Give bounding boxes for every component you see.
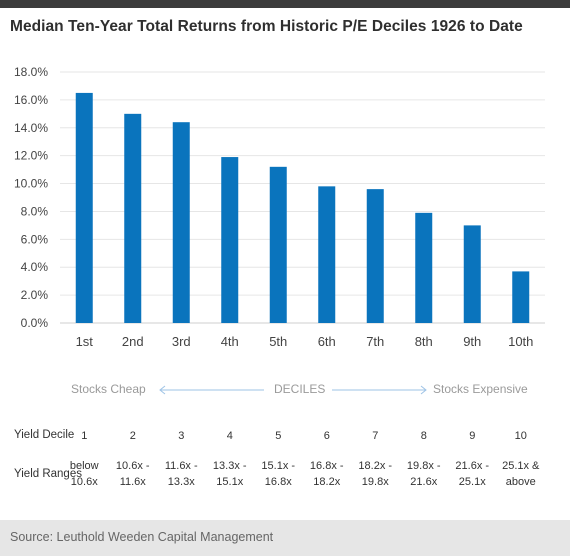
yield-range-line: 13.3x -: [212, 460, 247, 472]
yield-range-cell: 11.6x - 13.3x: [155, 458, 207, 490]
yield-decile-cell: 4: [226, 430, 233, 442]
bar-3rd: [172, 122, 190, 323]
yield-range-line: 16.8x -: [309, 460, 344, 472]
yield-range-line: 10.6x: [70, 476, 98, 488]
source-text: Source: Leuthold Weeden Capital Manageme…: [10, 530, 274, 544]
yield-range-cell: 10.6x - 11.6x: [107, 458, 159, 490]
bar-1st: [75, 92, 93, 324]
yield-decile-cell: 2: [129, 430, 136, 442]
x-tick-label: 8th: [415, 334, 433, 349]
y-tick-label: 2.0%: [21, 288, 49, 302]
right-arrow-icon: [332, 385, 427, 395]
yield-range-line: 18.2x: [313, 476, 341, 488]
chart-title: Median Ten-Year Total Returns from Histo…: [10, 18, 523, 35]
yield-decile-cell: 10: [514, 430, 527, 442]
yield-range-line: below: [69, 460, 99, 472]
bar-9th: [463, 225, 481, 323]
y-tick-label: 4.0%: [21, 260, 49, 274]
yield-range-cell: 21.6x - 25.1x: [446, 458, 498, 490]
y-tick-label: 0.0%: [21, 316, 49, 330]
yield-range-line: 19.8x: [361, 476, 389, 488]
yield-decile-cell: 7: [372, 430, 379, 442]
bar-8th: [415, 212, 433, 323]
yield-range-line: 21.6x: [410, 476, 438, 488]
y-tick-label: 12.0%: [14, 149, 48, 163]
yield-range-line: 10.6x -: [115, 460, 150, 472]
bar-2nd: [124, 113, 142, 323]
y-tick-label: 14.0%: [14, 121, 48, 135]
yield-decile-cell: 5: [275, 430, 282, 442]
yield-range-cell: 13.3x - 15.1x: [204, 458, 256, 490]
bar-4th: [221, 157, 239, 323]
yield-range-line: 15.1x: [216, 476, 244, 488]
yield-decile-cell: 6: [323, 430, 330, 442]
yield-range-line: 19.8x -: [406, 460, 441, 472]
stocks-cheap-label: Stocks Cheap: [71, 382, 146, 396]
yield-range-line: 16.8x: [264, 476, 292, 488]
stocks-expensive-label: Stocks Expensive: [433, 382, 528, 396]
x-tick-label: 1st: [76, 334, 94, 349]
y-tick-label: 8.0%: [21, 204, 49, 218]
yield-range-line: 25.1x: [458, 476, 486, 488]
bar-5th: [269, 166, 287, 323]
y-tick-label: 10.0%: [14, 177, 48, 191]
yield-range-cell: below 10.6x: [58, 458, 110, 490]
yield-range-line: 18.2x -: [358, 460, 393, 472]
x-tick-label: 6th: [318, 334, 336, 349]
yield-range-line: 15.1x -: [261, 460, 296, 472]
yield-decile-cell: 1: [81, 430, 88, 442]
x-tick-label: 10th: [508, 334, 533, 349]
yield-ranges-label: Yield Ranges: [14, 468, 82, 480]
yield-range-line: 21.6x -: [455, 460, 490, 472]
x-tick-label: 9th: [463, 334, 481, 349]
x-tick-label: 4th: [221, 334, 239, 349]
yield-decile-cell: 9: [469, 430, 476, 442]
x-tick-label: 5th: [269, 334, 287, 349]
yield-range-line: 11.6x: [119, 476, 146, 488]
x-tick-label: 2nd: [122, 334, 144, 349]
source-footer: Source: Leuthold Weeden Capital Manageme…: [0, 520, 570, 556]
y-tick-label: 18.0%: [14, 65, 48, 79]
bar-7th: [366, 189, 384, 323]
bar-chart: 0.0% 2.0% 4.0% 6.0% 8.0% 10.0% 12.0% 14.0% 16.0%…: [14, 65, 545, 349]
yield-range-line: above: [505, 476, 536, 488]
bar-6th: [318, 186, 336, 323]
yield-range-cell: 25.1x & above: [495, 458, 547, 490]
yield-range-cell: 16.8x - 18.2x: [301, 458, 353, 490]
y-tick-label: 16.0%: [14, 93, 48, 107]
yield-range-line: 25.1x &: [502, 460, 540, 472]
bar-10th: [512, 271, 530, 323]
left-arrow-icon: [159, 385, 264, 395]
yield-range-cell: 18.2x - 19.8x: [349, 458, 401, 490]
yield-range-line: 13.3x: [167, 476, 195, 488]
yield-decile-cell: 8: [420, 430, 427, 442]
y-tick-label: 6.0%: [21, 232, 49, 246]
deciles-label: DECILES: [274, 382, 326, 396]
x-tick-label: 7th: [366, 334, 384, 349]
yield-decile-cell: 3: [178, 430, 185, 442]
top-bar: [0, 0, 570, 8]
yield-range-line: 11.6x -: [164, 460, 198, 472]
yield-decile-label: Yield Decile: [14, 429, 75, 441]
yield-range-cell: 15.1x - 16.8x: [252, 458, 304, 490]
yield-range-cell: 19.8x - 21.6x: [398, 458, 450, 490]
x-tick-label: 3rd: [172, 334, 191, 349]
